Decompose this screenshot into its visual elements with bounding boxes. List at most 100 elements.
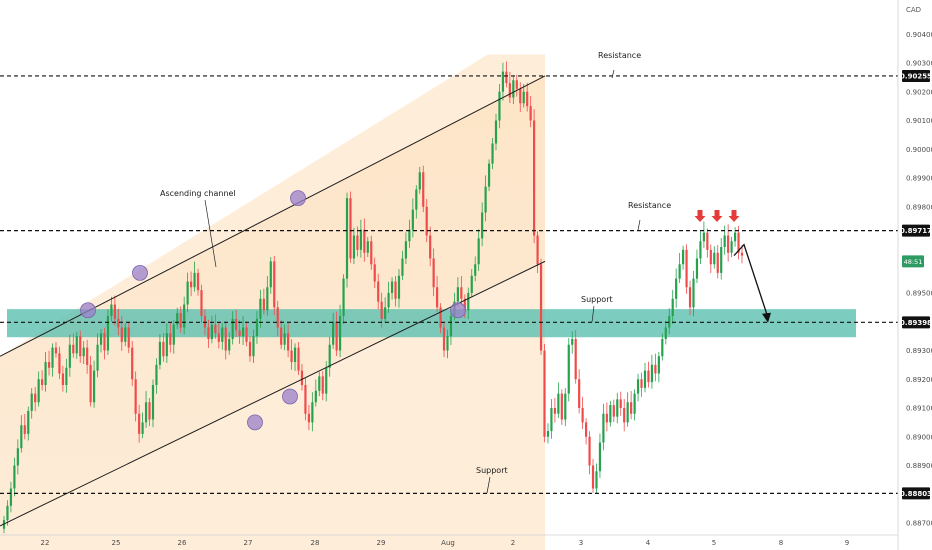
candle xyxy=(505,61,508,88)
candle xyxy=(716,244,719,279)
candle xyxy=(75,331,78,359)
candle xyxy=(557,382,560,419)
support-mid-tag: 0.89398 xyxy=(900,316,932,329)
projection-line xyxy=(733,243,769,318)
candle xyxy=(477,229,480,271)
candle xyxy=(314,379,317,407)
candle xyxy=(252,329,255,363)
candle xyxy=(713,246,716,269)
candle xyxy=(259,289,262,328)
candle xyxy=(238,320,241,344)
x-tick-label: 8 xyxy=(779,539,783,547)
candle xyxy=(467,287,470,320)
candle xyxy=(578,369,581,414)
candle xyxy=(515,74,518,97)
svg-text:Support: Support xyxy=(476,466,508,475)
svg-text:0.89398: 0.89398 xyxy=(900,319,932,327)
candle xyxy=(106,309,110,355)
candle xyxy=(425,198,428,243)
candle xyxy=(287,323,290,358)
candle xyxy=(241,316,245,346)
candle xyxy=(273,255,276,316)
candle xyxy=(740,244,744,264)
candle xyxy=(148,397,151,427)
candle xyxy=(224,322,227,360)
candle xyxy=(481,202,484,247)
candle xyxy=(442,322,446,358)
x-tick-label: 3 xyxy=(579,539,583,547)
y-tick-label: 0.90400 xyxy=(906,31,932,39)
svg-text:48:51: 48:51 xyxy=(904,258,923,266)
candle xyxy=(162,332,165,362)
candle xyxy=(37,371,40,407)
svg-text:Resistance: Resistance xyxy=(628,201,671,210)
candle xyxy=(474,256,477,282)
candle xyxy=(553,397,557,423)
candle xyxy=(131,341,134,386)
down-arrow-icon xyxy=(711,210,723,222)
down-arrow-icon xyxy=(694,210,706,222)
axis-unit-label: CAD xyxy=(906,6,921,14)
candle xyxy=(262,288,265,315)
candle xyxy=(387,281,390,313)
candle xyxy=(92,360,96,408)
candle xyxy=(539,258,543,355)
candle xyxy=(640,372,643,397)
candle xyxy=(727,224,730,262)
candle xyxy=(501,62,505,101)
candle xyxy=(165,323,168,363)
candle xyxy=(533,109,536,244)
candle xyxy=(86,339,89,374)
candle xyxy=(193,261,196,292)
candle xyxy=(584,418,588,445)
candle xyxy=(6,500,9,526)
candle xyxy=(664,320,667,345)
candle xyxy=(730,236,733,258)
candle xyxy=(494,113,498,151)
candle xyxy=(144,391,148,428)
candle xyxy=(657,351,660,383)
candle xyxy=(96,333,99,378)
candle xyxy=(363,218,366,262)
annotation-support-mid: Support xyxy=(581,295,613,323)
x-tick-label: 5 xyxy=(712,539,716,547)
candle xyxy=(179,306,182,333)
candle xyxy=(626,392,629,427)
candle xyxy=(529,96,532,128)
candle xyxy=(484,175,487,222)
annotation-channel: Ascending channel xyxy=(160,189,236,268)
projection-arrowhead xyxy=(762,312,771,323)
annotation-resistance-top: Resistance xyxy=(598,51,641,79)
svg-text:Support: Support xyxy=(581,295,613,304)
candle xyxy=(99,328,103,353)
candle xyxy=(522,83,525,108)
candle xyxy=(304,377,307,421)
candle xyxy=(512,75,515,105)
candle xyxy=(692,270,695,317)
candle xyxy=(491,138,494,170)
candle xyxy=(345,192,349,288)
candle xyxy=(328,336,331,377)
touch-point xyxy=(282,388,298,405)
candle xyxy=(335,311,338,356)
candle xyxy=(318,372,321,397)
candle xyxy=(681,245,685,270)
touch-point xyxy=(247,414,263,431)
candle xyxy=(349,191,352,263)
candle xyxy=(359,219,362,258)
candle xyxy=(702,221,705,248)
x-tick-label: Aug xyxy=(441,539,455,547)
svg-text:0.89717: 0.89717 xyxy=(900,227,932,235)
candle xyxy=(23,414,26,440)
candle xyxy=(207,319,210,348)
candle xyxy=(574,330,577,384)
candle xyxy=(356,226,359,257)
candle xyxy=(307,404,311,431)
